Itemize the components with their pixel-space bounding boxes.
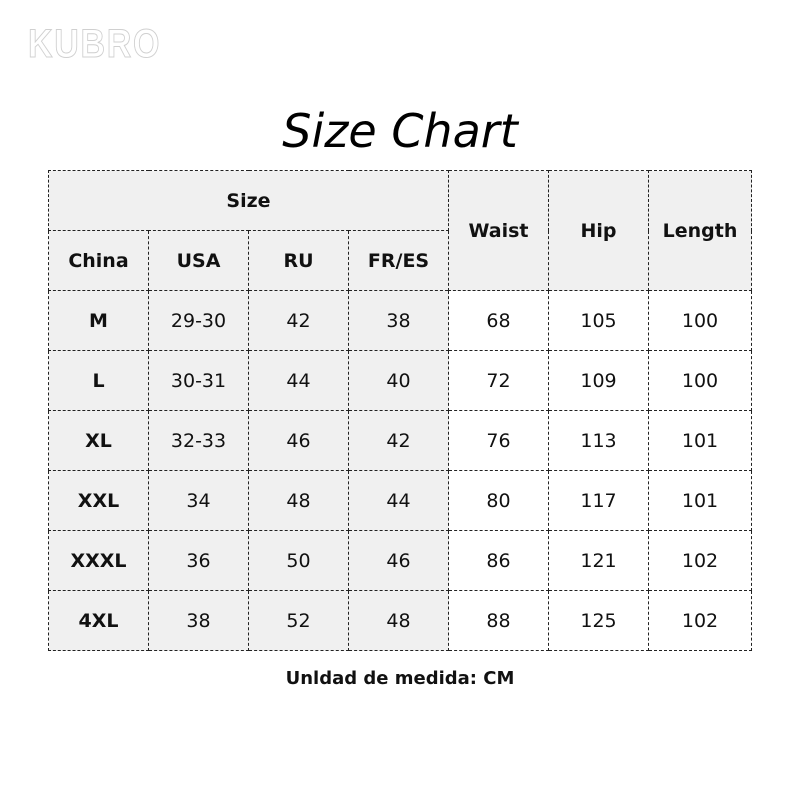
usa-cell: 30-31: [148, 350, 249, 411]
usa-cell: 29-30: [148, 290, 249, 351]
china-cell: XXXL: [48, 530, 149, 591]
size-group-header: Size: [48, 170, 449, 231]
length-cell: 100: [648, 290, 752, 351]
unit-note: Unldad de medida: CM: [285, 668, 515, 689]
hip-header: Hip: [548, 170, 649, 291]
table-row: XXL 34 48 44 80 117 101: [48, 470, 752, 531]
length-cell: 101: [648, 470, 752, 531]
hip-cell: 121: [548, 530, 649, 591]
ru-cell: 52: [248, 590, 349, 651]
brand-logo: KUBRO: [28, 22, 162, 67]
table-row: XL 32-33 46 42 76 113 101: [48, 410, 752, 471]
usa-cell: 34: [148, 470, 249, 531]
fres-header: FR/ES: [348, 230, 449, 291]
hip-cell: 109: [548, 350, 649, 411]
waist-cell: 80: [448, 470, 549, 531]
hip-cell: 113: [548, 410, 649, 471]
fres-cell: 42: [348, 410, 449, 471]
length-cell: 100: [648, 350, 752, 411]
china-cell: XXL: [48, 470, 149, 531]
hip-cell: 105: [548, 290, 649, 351]
waist-cell: 88: [448, 590, 549, 651]
page-title: Size Chart: [282, 104, 518, 158]
fres-cell: 44: [348, 470, 449, 531]
usa-cell: 38: [148, 590, 249, 651]
header-row: Size Waist Hip Length: [48, 170, 752, 291]
length-header: Length: [648, 170, 752, 291]
subheader-row: China USA RU FR/ES: [48, 230, 752, 291]
ru-cell: 44: [248, 350, 349, 411]
ru-cell: 42: [248, 290, 349, 351]
length-cell: 102: [648, 590, 752, 651]
waist-cell: 86: [448, 530, 549, 591]
size-chart-table: Size Waist Hip Length China USA RU FR/ES…: [48, 170, 752, 651]
usa-cell: 36: [148, 530, 249, 591]
china-cell: 4XL: [48, 590, 149, 651]
china-cell: XL: [48, 410, 149, 471]
length-cell: 102: [648, 530, 752, 591]
fres-cell: 40: [348, 350, 449, 411]
fres-cell: 46: [348, 530, 449, 591]
hip-cell: 117: [548, 470, 649, 531]
waist-header: Waist: [448, 170, 549, 291]
table-row: XXXL 36 50 46 86 121 102: [48, 530, 752, 591]
china-header: China: [48, 230, 149, 291]
waist-cell: 72: [448, 350, 549, 411]
table-row: L 30-31 44 40 72 109 100: [48, 350, 752, 411]
usa-cell: 32-33: [148, 410, 249, 471]
usa-header: USA: [148, 230, 249, 291]
china-cell: M: [48, 290, 149, 351]
ru-cell: 48: [248, 470, 349, 531]
fres-cell: 48: [348, 590, 449, 651]
fres-cell: 38: [348, 290, 449, 351]
china-cell: L: [48, 350, 149, 411]
ru-cell: 50: [248, 530, 349, 591]
waist-cell: 76: [448, 410, 549, 471]
length-cell: 101: [648, 410, 752, 471]
ru-header: RU: [248, 230, 349, 291]
ru-cell: 46: [248, 410, 349, 471]
waist-cell: 68: [448, 290, 549, 351]
table-row: 4XL 38 52 48 88 125 102: [48, 590, 752, 651]
table-row: M 29-30 42 38 68 105 100: [48, 290, 752, 351]
hip-cell: 125: [548, 590, 649, 651]
